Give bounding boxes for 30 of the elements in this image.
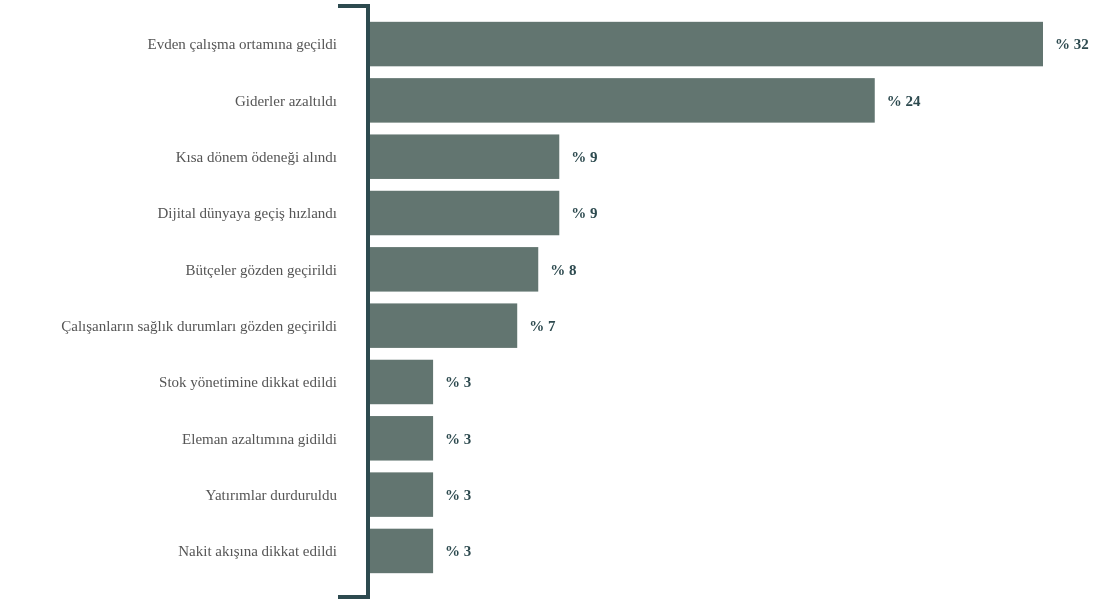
y-tick-label: Stok yönetimine dikkat edildi (159, 374, 337, 391)
y-tick-label: Dijital dünyaya geçiş hızlandı (157, 205, 337, 222)
data-label: % 3 (445, 430, 472, 447)
bar (370, 21, 1043, 67)
bar (370, 190, 560, 236)
y-tick-label: Yatırımlar durduruldu (205, 486, 338, 503)
data-label: % 32 (1055, 36, 1089, 53)
bar (370, 303, 518, 348)
y-tick-label: Evden çalışma ortamına geçildi (147, 36, 337, 53)
bar (370, 78, 875, 123)
y-tick-label: Çalışanların sağlık durumları gözden geçirildi (61, 317, 337, 334)
bar (370, 528, 434, 574)
data-label: % 3 (445, 374, 472, 391)
bar (370, 247, 539, 292)
y-tick-label: Kısa dönem ödeneği alındı (175, 148, 337, 165)
data-label: % 7 (529, 317, 556, 334)
y-tick-label: Nakit akışına dikkat edildi (178, 543, 337, 560)
data-label: % 3 (445, 486, 472, 503)
data-label: % 24 (886, 92, 921, 109)
data-label: % 9 (571, 148, 598, 165)
bar (370, 134, 560, 179)
y-tick-label: Bütçeler gözden geçirildi (185, 261, 337, 278)
bar (370, 359, 434, 405)
data-label: % 3 (445, 543, 472, 560)
y-tick-label: Eleman azaltımına gidildi (182, 430, 337, 447)
data-label: % 8 (550, 261, 577, 278)
bar (370, 416, 434, 461)
y-tick-label: Giderler azaltıldı (234, 92, 337, 109)
data-label: % 9 (571, 205, 598, 222)
bar (370, 472, 434, 517)
